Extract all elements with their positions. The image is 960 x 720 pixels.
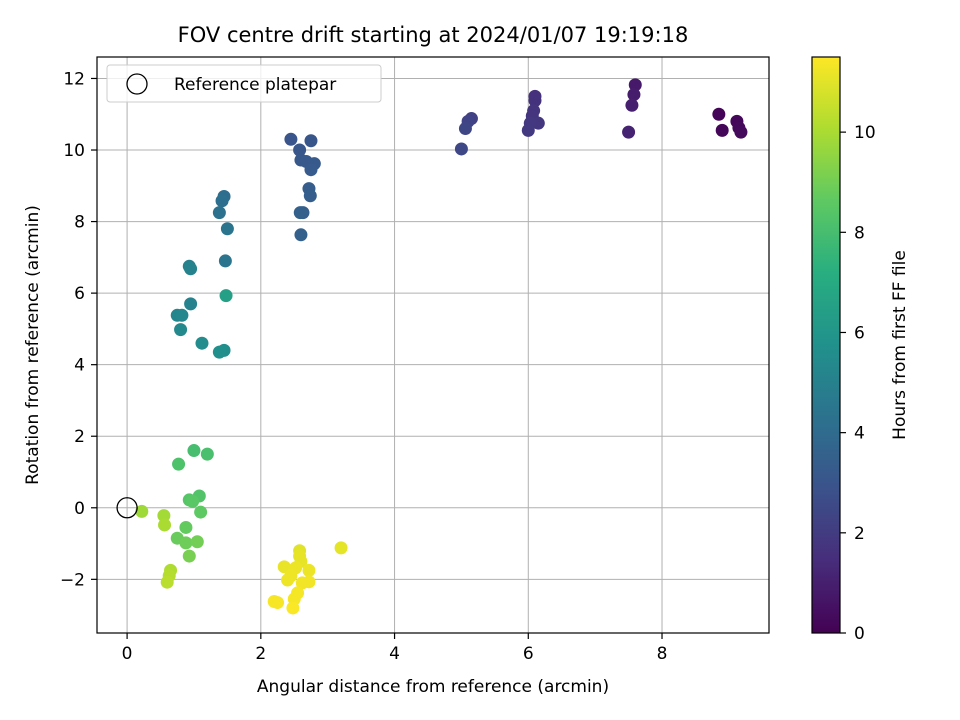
data-point [281,573,295,587]
data-point [304,163,318,177]
data-point [622,125,636,139]
data-point [712,107,726,121]
data-points [135,78,748,615]
y-axis-label: Rotation from reference (arcmin) [23,205,43,485]
x-axis-ticks: 0 2 4 6 8 [122,633,668,664]
x-axis-label: Angular distance from reference (arcmin) [257,677,609,697]
y-tick-label: 0 [74,499,85,519]
colorbar-tick-label: 2 [854,524,865,544]
data-point [304,134,318,148]
data-point [294,228,308,242]
data-point [734,125,748,139]
data-point [454,142,468,156]
data-point [334,541,348,555]
data-point [218,254,232,268]
data-point [172,457,186,471]
data-point [271,596,285,610]
y-tick-label: 4 [74,356,85,376]
legend: Reference platepar [106,64,382,103]
data-point [190,535,204,549]
colorbar-tick-label: 10 [854,123,876,143]
x-tick-label: 2 [255,644,266,664]
data-point [715,123,729,137]
reference-marker-group [116,497,138,519]
data-point [135,504,149,518]
y-tick-label: −2 [60,570,85,590]
colorbar-tick-label: 8 [854,223,865,243]
colorbar: 0 2 4 6 8 10 Hours from first FF file [811,56,910,644]
x-tick-label: 6 [523,644,534,664]
colorbar-frame [811,56,841,634]
data-point [195,336,209,350]
y-tick-label: 10 [63,141,85,161]
reference-platepar-marker [116,497,138,519]
data-point [458,122,472,136]
data-point [186,494,200,508]
data-point [302,563,316,577]
colorbar-label: Hours from first FF file [890,250,910,440]
y-tick-label: 8 [74,213,85,233]
colorbar-tick-label: 0 [854,624,865,644]
data-point [627,88,641,102]
x-tick-label: 4 [389,644,400,664]
data-point [212,206,226,220]
data-point [625,98,639,112]
data-point [184,262,198,276]
data-point [521,123,535,137]
data-point [160,575,174,589]
colorbar-gradient [812,57,840,633]
data-point [220,222,234,236]
data-point [175,308,189,322]
data-point [184,297,198,311]
y-tick-label: 2 [74,427,85,447]
data-point [187,444,201,458]
legend-box [106,64,382,103]
legend-label: Reference platepar [174,75,336,95]
y-tick-label: 6 [74,284,85,304]
data-point [219,289,233,303]
data-point [303,189,317,203]
colorbar-ticks: 0 2 4 6 8 10 [840,123,876,644]
data-point [293,143,307,157]
data-point [215,194,229,208]
data-point [200,447,214,461]
data-point [179,520,193,534]
data-point [286,601,300,615]
colorbar-tick-label: 6 [854,323,865,343]
data-point [295,576,309,590]
y-axis-ticks: −2 0 2 4 6 8 10 12 [60,69,97,590]
data-point [182,549,196,563]
data-point [528,94,542,108]
data-point [174,323,188,337]
y-tick-label: 12 [63,69,85,89]
plot-frame [96,56,770,634]
data-point [194,505,208,519]
data-point [212,345,226,359]
data-point [293,206,307,220]
chart-title: FOV centre drift starting at 2024/01/07 … [178,23,689,47]
data-point [277,560,291,574]
data-point [158,518,172,532]
x-tick-label: 0 [122,644,133,664]
data-point [628,78,642,92]
data-point [284,132,298,146]
x-tick-label: 8 [657,644,668,664]
data-point [157,509,171,523]
grid-lines [97,57,769,633]
legend-marker-icon [126,73,148,95]
data-point [179,536,193,550]
colorbar-tick-label: 4 [854,424,865,444]
